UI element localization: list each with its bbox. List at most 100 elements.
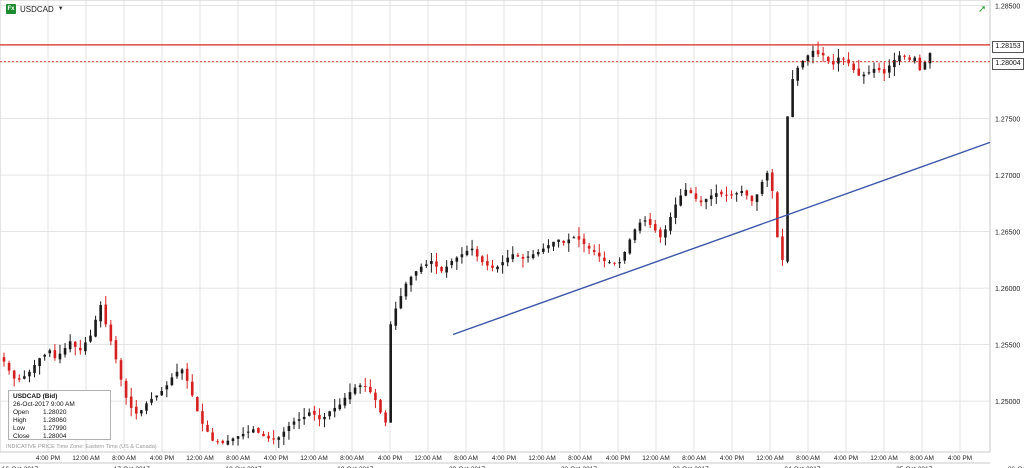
candle-body xyxy=(694,193,698,199)
candle-body xyxy=(704,198,708,203)
candle-body xyxy=(877,67,881,71)
candle-body xyxy=(597,252,601,257)
candle-body xyxy=(63,348,67,355)
candle-body xyxy=(582,238,586,245)
candle-body xyxy=(277,437,281,440)
candle-body xyxy=(430,261,433,264)
candle-body xyxy=(577,236,581,240)
candle-body xyxy=(150,398,153,403)
candle-body xyxy=(887,65,891,73)
candle-body xyxy=(236,436,240,439)
candle-body xyxy=(608,262,611,264)
symbol-selector[interactable]: Fx USDCAD ▼ xyxy=(6,4,64,14)
candle-body xyxy=(343,397,347,406)
y-tick-label: 1.27000 xyxy=(995,173,1020,180)
candle-body xyxy=(791,79,794,118)
candle-body xyxy=(313,410,316,415)
candle-body xyxy=(17,378,21,380)
candle-body xyxy=(160,390,164,396)
candle-body xyxy=(246,431,250,433)
date-label: 20-Oct-2017 xyxy=(449,466,486,468)
x-tick-label: 12:00 AM xyxy=(870,455,897,462)
candle-body xyxy=(826,57,830,62)
info-datetime: 26-Oct-2017 9:00 AM xyxy=(13,401,75,408)
candle-body xyxy=(786,116,789,262)
plot-area xyxy=(0,0,991,453)
candle-body xyxy=(445,266,448,273)
x-tick-label: 4:00 PM xyxy=(720,455,744,462)
candle-body xyxy=(262,433,265,437)
x-tick-label: 12:00 AM xyxy=(300,455,327,462)
candle-body xyxy=(231,438,235,442)
candle-body xyxy=(48,350,52,354)
x-tick-label: 8:00 AM xyxy=(340,455,364,462)
candle-body xyxy=(114,340,118,360)
candle-body xyxy=(384,412,387,423)
candle-body xyxy=(720,191,723,195)
date-label: 23-Oct-2017 xyxy=(673,466,710,468)
candle-body xyxy=(862,74,866,77)
y-tick-label: 1.25000 xyxy=(995,399,1020,406)
candle-body xyxy=(898,55,901,62)
candle-body xyxy=(893,59,896,68)
candle-body xyxy=(455,257,459,262)
candle-body xyxy=(592,250,596,252)
candle-body xyxy=(648,219,652,225)
candle-body xyxy=(511,254,515,260)
x-tick-label: 4:00 PM xyxy=(492,455,516,462)
candle-body xyxy=(552,241,555,247)
candle-body xyxy=(531,254,535,259)
candle-body xyxy=(211,432,214,441)
info-row-open: Open 1.28020 xyxy=(13,409,67,416)
candle-body xyxy=(806,55,810,62)
candle-body xyxy=(84,342,87,352)
symbol-label: USDCAD xyxy=(20,4,54,14)
y-tick-label: 1.25500 xyxy=(995,343,1020,350)
x-tick-label: 8:00 AM xyxy=(454,455,478,462)
candle-body xyxy=(435,261,438,267)
candle-body xyxy=(674,204,677,218)
candle-body xyxy=(302,416,306,420)
candle-body xyxy=(287,426,291,432)
x-tick-label: 8:00 AM xyxy=(226,455,250,462)
candle-body xyxy=(801,61,805,68)
candle-body xyxy=(587,245,591,249)
candle-body xyxy=(338,404,342,410)
caret-down-icon[interactable]: ▼ xyxy=(57,6,64,12)
candle-body xyxy=(374,392,377,401)
candle-body xyxy=(496,266,499,270)
candle-body xyxy=(623,251,627,261)
candle-body xyxy=(903,55,906,57)
candle-body xyxy=(745,190,749,196)
x-tick-label: 12:00 AM xyxy=(414,455,441,462)
candle-body xyxy=(99,305,102,322)
x-tick-label: 8:00 AM xyxy=(568,455,592,462)
candle-body xyxy=(506,257,510,263)
candle-body xyxy=(104,304,108,325)
candle-body xyxy=(175,371,179,377)
candle-body xyxy=(333,407,337,412)
candle-body xyxy=(201,411,204,424)
x-tick-label: 4:00 PM xyxy=(606,455,630,462)
y-tick-label: 1.27500 xyxy=(995,117,1020,124)
candle-body xyxy=(267,435,270,439)
candle-body xyxy=(369,386,372,393)
candle-body xyxy=(832,61,835,65)
candle-body xyxy=(603,257,606,262)
candle-body xyxy=(709,195,713,200)
candle-body xyxy=(165,385,169,390)
arrow-up-right-icon[interactable]: ➚ xyxy=(978,4,987,15)
info-row-high: High 1.28060 xyxy=(13,417,67,424)
candle-body xyxy=(928,53,932,64)
candle-body xyxy=(419,266,423,272)
x-tick-label: 4:00 PM xyxy=(264,455,288,462)
candle-body xyxy=(882,69,886,74)
candle-body xyxy=(613,262,616,264)
candle-body xyxy=(292,421,296,425)
candle-body xyxy=(323,416,326,420)
candle-body xyxy=(638,222,642,231)
candle-body xyxy=(450,261,454,266)
candle-body xyxy=(760,181,764,194)
candle-body xyxy=(12,370,16,379)
